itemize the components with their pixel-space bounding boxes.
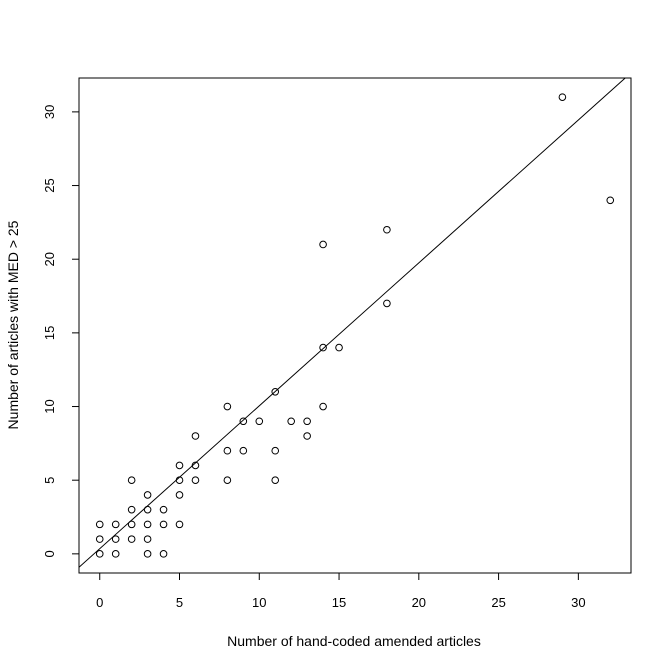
x-tick-label: 15 <box>332 595 346 610</box>
data-point <box>175 461 184 470</box>
data-point <box>303 417 311 426</box>
data-point <box>175 520 184 529</box>
x-tick-label: 5 <box>176 595 183 610</box>
y-tick-label: 10 <box>42 399 57 413</box>
data-point <box>159 505 168 514</box>
data-point <box>239 417 248 426</box>
data-point <box>95 535 104 543</box>
y-tick-label: 20 <box>42 252 57 266</box>
fit-line-group <box>79 78 626 568</box>
data-point <box>271 446 280 455</box>
data-point <box>255 417 264 426</box>
y-tick-label: 25 <box>42 178 57 192</box>
data-point <box>175 491 184 499</box>
data-point <box>223 446 232 455</box>
y-axis-title: Number of articles with MED > 25 <box>5 220 21 429</box>
y-tick-label: 15 <box>42 326 57 340</box>
data-point <box>383 225 391 234</box>
data-point <box>239 446 248 455</box>
x-tick-label: 25 <box>491 595 505 610</box>
x-axis: 0 5 10 15 20 25 30 <box>96 572 586 610</box>
data-point <box>143 550 152 558</box>
x-axis-title: Number of hand-coded amended articles <box>227 633 481 649</box>
plot-frame <box>78 77 632 574</box>
data-point <box>95 550 104 558</box>
data-point <box>319 343 327 352</box>
data-point <box>111 550 120 558</box>
data-point <box>95 520 104 529</box>
x-tick-label: 30 <box>571 595 585 610</box>
x-tick-label: 20 <box>412 595 426 610</box>
data-point <box>319 240 327 249</box>
data-point <box>191 476 200 484</box>
data-point <box>558 93 567 101</box>
data-point <box>303 432 311 440</box>
y-tick-label: 0 <box>42 550 57 557</box>
data-point <box>287 417 295 426</box>
data-point <box>127 476 136 484</box>
data-points <box>95 93 615 558</box>
data-point <box>335 343 343 352</box>
data-point <box>383 299 391 308</box>
data-point <box>143 535 152 543</box>
y-tick-label: 30 <box>42 105 57 119</box>
data-point <box>111 535 120 543</box>
data-point <box>127 535 136 543</box>
data-point <box>127 520 136 529</box>
data-point <box>271 387 280 396</box>
data-point <box>191 432 200 440</box>
data-point <box>159 520 168 529</box>
fit-line <box>79 78 626 568</box>
data-point <box>223 476 232 484</box>
data-point <box>127 505 136 514</box>
y-axis: 0 5 10 15 20 25 30 <box>42 105 80 557</box>
data-point <box>143 520 152 529</box>
data-point <box>271 476 280 484</box>
data-point <box>111 520 120 529</box>
y-tick-label: 5 <box>42 477 57 484</box>
data-point <box>143 491 152 499</box>
x-tick-label: 0 <box>96 595 103 610</box>
data-point <box>159 550 168 558</box>
data-point <box>606 196 615 205</box>
data-point <box>319 402 327 411</box>
data-point <box>223 402 232 411</box>
x-tick-label: 10 <box>252 595 266 610</box>
